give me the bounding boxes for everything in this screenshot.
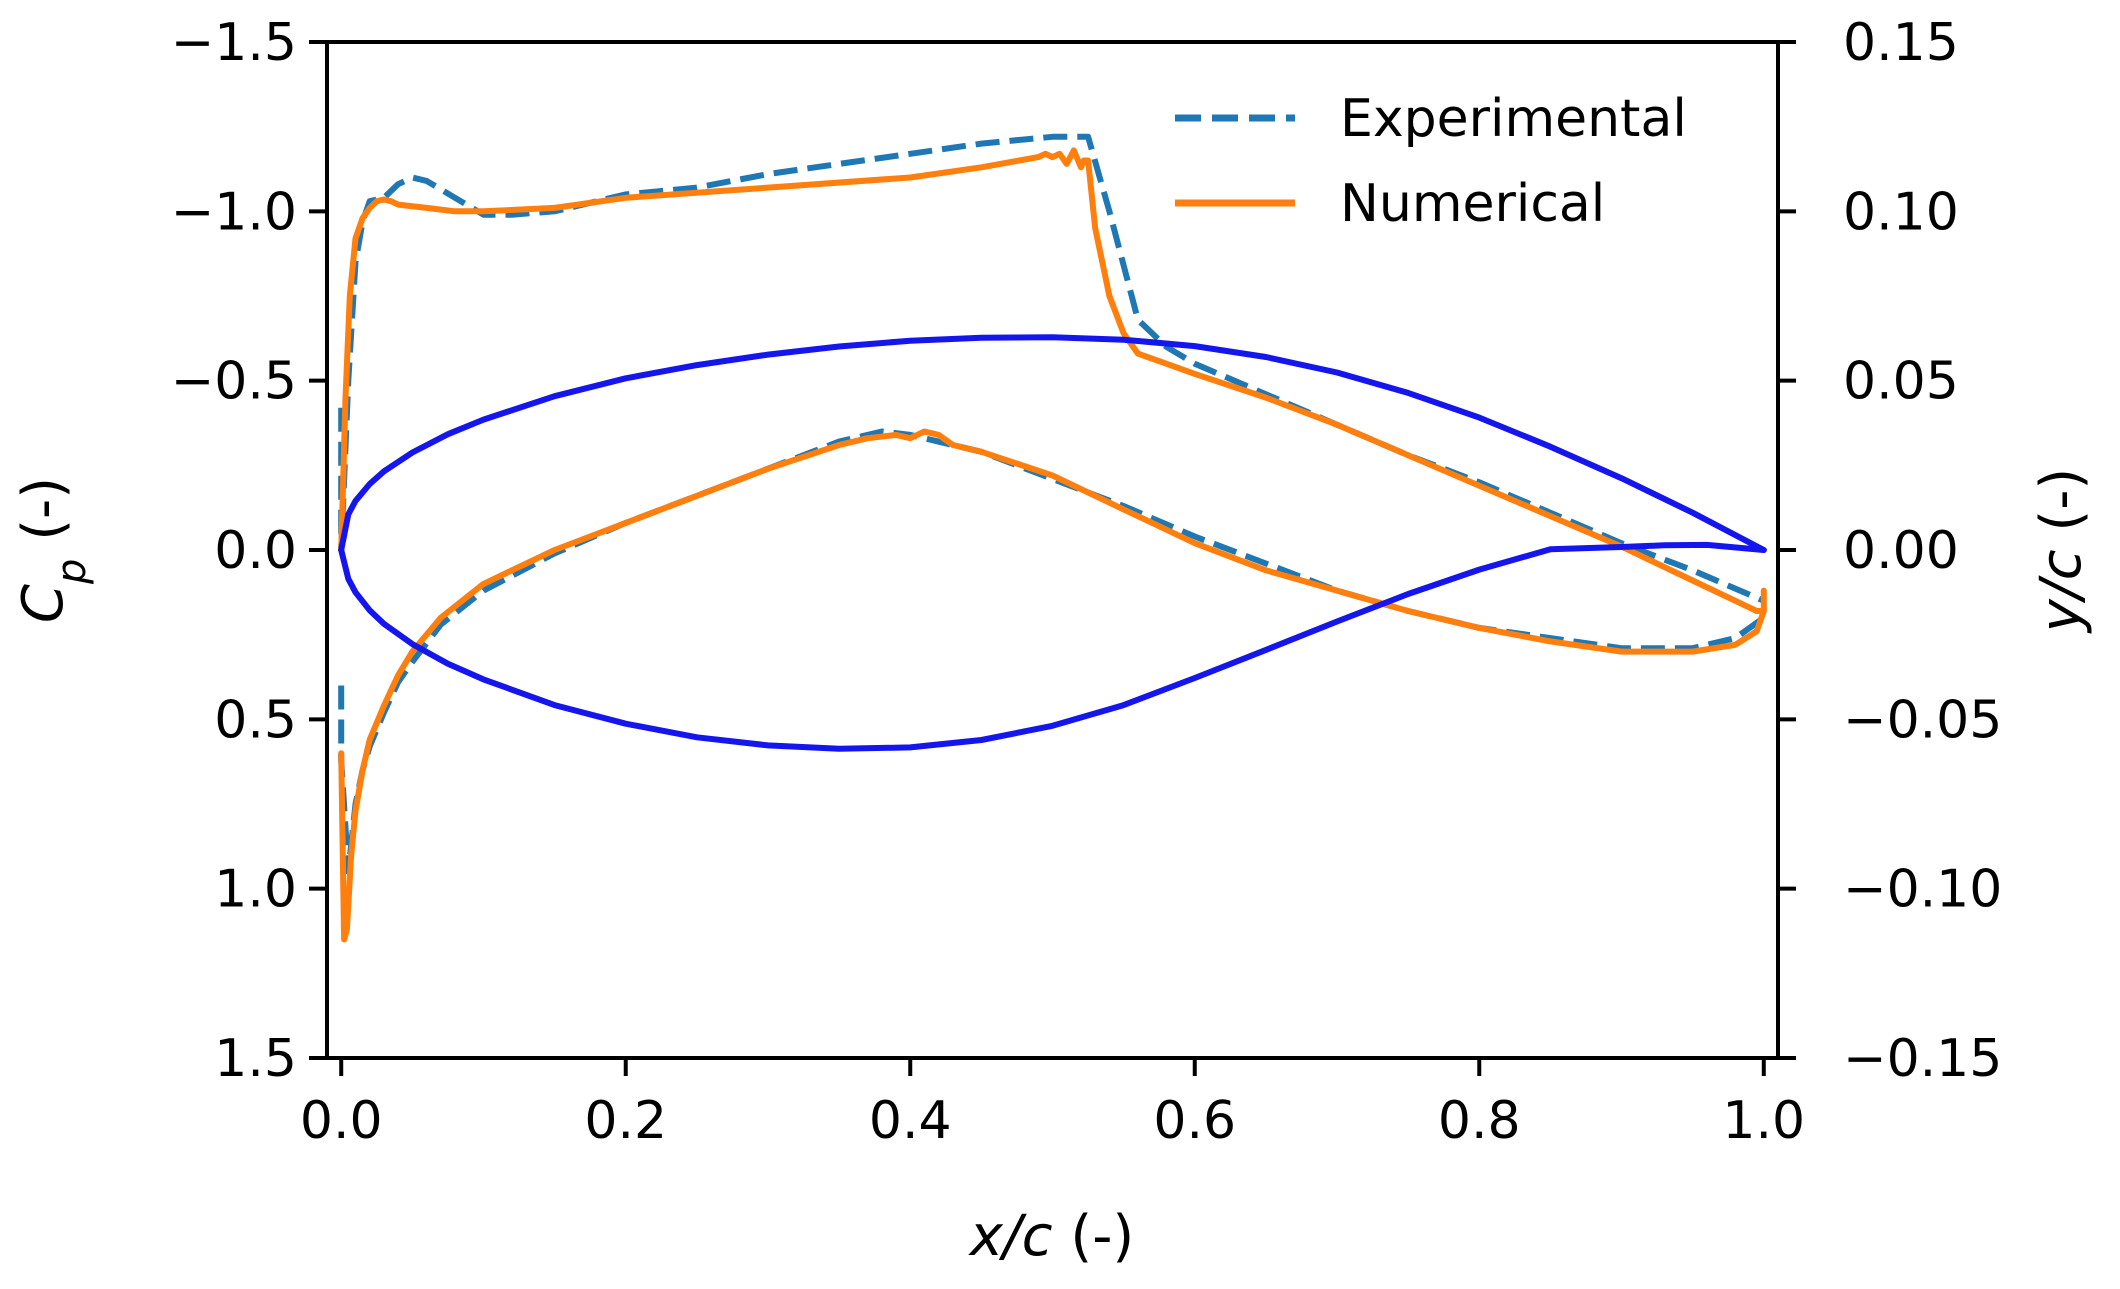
left-tick-label: −1.5 [171,13,297,73]
right-tick-label: −0.05 [1843,690,2002,750]
right-axis-variable: y/c [2029,549,2094,634]
right-tick-label: 0.10 [1843,182,1959,242]
x-axis-unit: (-) [1053,1204,1135,1269]
right-axis-unit: (-) [2029,468,2094,550]
left-tick-label: 0.0 [214,521,297,581]
x-tick-label: 0.0 [300,1091,383,1151]
right-tick-label: 0.05 [1843,352,1959,412]
left-tick-label: 1.5 [214,1029,297,1089]
series-layer [338,133,1767,943]
tick-layer: 0.0 0.2 0.4 0.6 0.8 1.0 −1.5 −1.0 −0.5 0.0 0.5 1.0 1… [171,13,2003,1151]
legend: Experimental Numerical [1175,89,1687,234]
right-tick-label: −0.10 [1843,860,2002,920]
left-axis-variable: C [11,584,76,623]
x-tick-label: 0.8 [1438,1091,1521,1151]
series-airfoil-upper-line-4 [338,334,1767,553]
left-tick-label: 0.5 [214,690,297,750]
left-tick-label: −0.5 [171,352,297,412]
x-tick-label: 1.0 [1722,1091,1805,1151]
left-tick-label: 1.0 [214,860,297,920]
right-axis-label: y/c (-) [2029,468,2094,635]
series-numerical-line-2 [338,147,1767,614]
x-axis-variable: x/c [968,1204,1053,1269]
x-tick-label: 0.6 [1153,1091,1236,1151]
legend-experimental-label: Experimental [1340,89,1687,149]
left-axis-unit: (-) [11,477,76,559]
x-axis-label: x/c (-) [968,1204,1135,1269]
legend-numerical-label: Numerical [1340,174,1605,234]
series-airfoil-lower-line-5 [338,541,1767,752]
left-axis-subscript: p [49,559,95,585]
right-tick-label: 0.00 [1843,521,1959,581]
left-axis-label: Cp (-) [11,477,95,623]
right-tick-label: −0.15 [1843,1029,2002,1089]
right-tick-label: 0.15 [1843,13,1959,73]
x-tick-label: 0.2 [584,1091,667,1151]
x-tick-label: 0.4 [869,1091,952,1151]
series-numerical-line-3 [338,428,1767,943]
left-tick-label: −1.0 [171,182,297,242]
